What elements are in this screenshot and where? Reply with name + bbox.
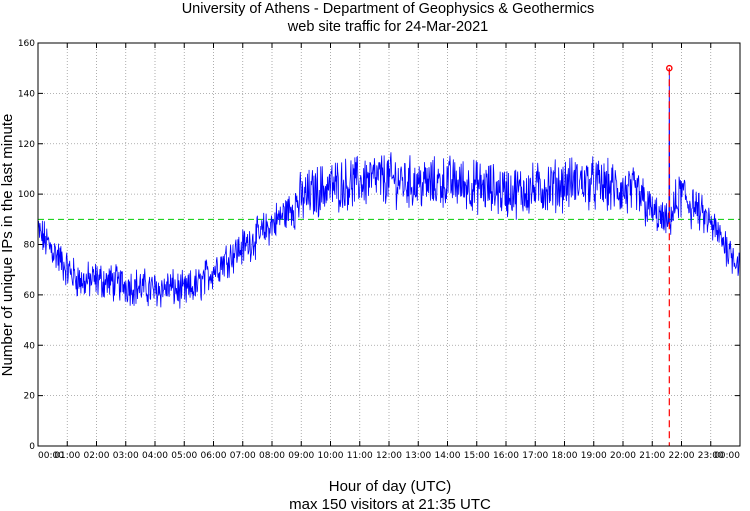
y-tick-label: 0 bbox=[29, 442, 35, 452]
max-marker-point bbox=[666, 64, 673, 72]
y-axis-label: Number of unique IPs in the last minute bbox=[0, 114, 16, 377]
x-tick-label: 09:00 bbox=[288, 451, 314, 461]
y-tick-label: 140 bbox=[18, 89, 35, 99]
x-tick-label: 13:00 bbox=[405, 451, 431, 461]
x-tick-label: 11:00 bbox=[347, 451, 373, 461]
y-tick-labels: 0 20 40 60 80 100 120 140 160 bbox=[18, 39, 35, 452]
x-axis-label: Hour of day (UTC) bbox=[329, 478, 452, 495]
x-tick-label: 10:00 bbox=[318, 451, 344, 461]
y-tick-label: 160 bbox=[18, 39, 35, 49]
chart-footer-note: max 150 visitors at 21:35 UTC bbox=[289, 496, 491, 511]
axis-ticks bbox=[37, 42, 741, 447]
x-tick-label: 06:00 bbox=[201, 451, 227, 461]
plot-frame bbox=[37, 42, 741, 447]
x-tick-label: 14:00 bbox=[435, 451, 461, 461]
x-tick-label: 21:00 bbox=[639, 451, 665, 461]
x-tick-label: 08:00 bbox=[259, 451, 285, 461]
chart-title: University of Athens - Department of Geo… bbox=[182, 1, 595, 17]
x-tick-label: 20:00 bbox=[610, 451, 636, 461]
x-tick-label: 01:00 bbox=[54, 451, 80, 461]
x-tick-label: 18:00 bbox=[552, 451, 578, 461]
x-tick-label: 02:00 bbox=[84, 451, 110, 461]
x-tick-label: 00:00 bbox=[38, 451, 64, 461]
y-tick-label: 60 bbox=[24, 291, 36, 301]
y-tick-label: 120 bbox=[18, 140, 35, 150]
y-tick-label: 80 bbox=[24, 241, 36, 251]
x-tick-label: 12:00 bbox=[376, 451, 402, 461]
x-tick-label: 03:00 bbox=[113, 451, 139, 461]
y-tick-label: 100 bbox=[18, 190, 35, 200]
x-tick-label: 23:00 bbox=[698, 451, 724, 461]
y-tick-label: 40 bbox=[24, 341, 36, 351]
x-tick-label: 04:00 bbox=[142, 451, 168, 461]
x-tick-label: 17:00 bbox=[522, 451, 548, 461]
x-tick-label: 22:00 bbox=[669, 451, 695, 461]
y-tick-label: 20 bbox=[24, 392, 36, 402]
x-tick-label: 05:00 bbox=[171, 451, 197, 461]
traffic-series-line bbox=[37, 68, 741, 309]
x-tick-label: 16:00 bbox=[493, 451, 519, 461]
grid-lines bbox=[38, 43, 740, 446]
x-tick-label: 19:00 bbox=[581, 451, 607, 461]
x-tick-label: 15:00 bbox=[464, 451, 490, 461]
x-tick-label: 07:00 bbox=[230, 451, 256, 461]
chart-subtitle: web site traffic for 24-Mar-2021 bbox=[287, 19, 488, 35]
x-tick-label: 00:00 bbox=[714, 451, 740, 461]
